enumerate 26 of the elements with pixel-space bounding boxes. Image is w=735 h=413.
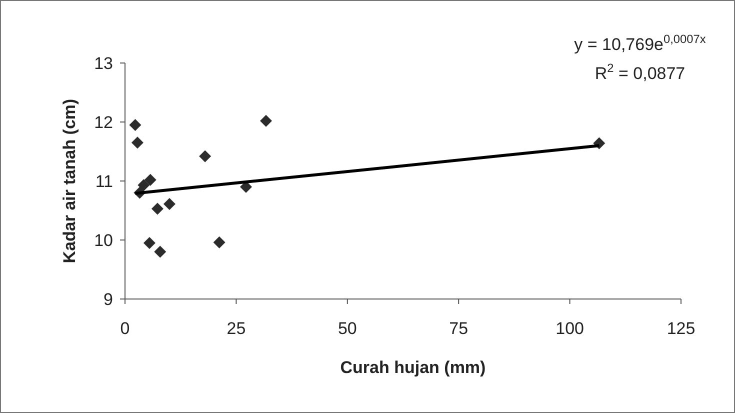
annotation: R$^{2}$ = 0,0877 <box>594 61 686 83</box>
x-tick-label: 100 <box>556 319 584 338</box>
x-axis-title: Curah hujan (mm) <box>340 358 486 377</box>
x-tick-label: 50 <box>338 319 357 338</box>
point <box>199 150 212 162</box>
y-tick-label: 12 <box>94 112 113 132</box>
y-tick-label: 10 <box>94 230 113 250</box>
point <box>129 118 142 131</box>
x-tick-label: 25 <box>226 319 246 338</box>
x-tick-label: 125 <box>666 319 696 338</box>
y-tick-label: 11 <box>95 172 113 191</box>
point <box>260 114 272 127</box>
y-tick-label: 9 <box>104 290 113 309</box>
point <box>154 246 166 258</box>
point <box>151 202 164 215</box>
x-tick-label: 0 <box>120 319 130 338</box>
point <box>213 236 226 248</box>
text: y = 10,769e$^{0,0007x}$ <box>574 32 706 54</box>
x-tick-label: 75 <box>449 319 468 338</box>
point <box>144 174 156 186</box>
point <box>163 198 176 210</box>
point <box>138 179 150 192</box>
y-axis-title: Kadar air tanah (cm) <box>60 98 79 264</box>
point <box>143 236 156 249</box>
point <box>131 136 144 149</box>
y-tick-label: 13 <box>94 54 113 73</box>
